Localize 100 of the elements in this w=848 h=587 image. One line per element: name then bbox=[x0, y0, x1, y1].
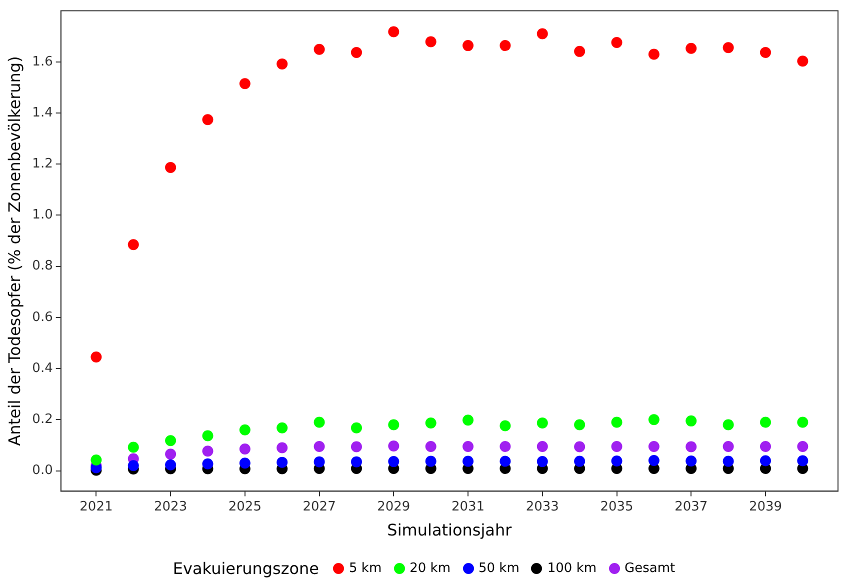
y-axis-title: Anteil der Todesopfer (% der Zonenbevölkerung) bbox=[4, 56, 24, 446]
legend-label: 100 km bbox=[547, 561, 597, 576]
point bbox=[797, 455, 808, 466]
point bbox=[314, 440, 325, 452]
point bbox=[574, 419, 586, 430]
point bbox=[202, 446, 214, 457]
point bbox=[239, 458, 250, 469]
point bbox=[536, 440, 548, 452]
x-tick-label: 2031 bbox=[451, 499, 485, 514]
point bbox=[648, 455, 660, 466]
point bbox=[500, 40, 511, 52]
point bbox=[350, 441, 362, 452]
point bbox=[276, 456, 288, 468]
point bbox=[760, 440, 771, 452]
point bbox=[500, 456, 511, 467]
point bbox=[202, 114, 214, 126]
legend-title: Evakuierungszone bbox=[172, 559, 320, 578]
point bbox=[574, 46, 586, 57]
point bbox=[462, 440, 474, 452]
point bbox=[165, 459, 176, 470]
point bbox=[760, 46, 771, 58]
point bbox=[611, 36, 622, 48]
x-tick-label: 2023 bbox=[154, 499, 188, 514]
point bbox=[425, 36, 436, 48]
point bbox=[239, 78, 250, 90]
x-axis-title: Simulationsjahr bbox=[387, 520, 512, 540]
point bbox=[128, 442, 139, 453]
point bbox=[686, 42, 697, 54]
point bbox=[462, 456, 474, 467]
point bbox=[648, 48, 660, 60]
point bbox=[128, 239, 139, 250]
point bbox=[314, 44, 325, 55]
legend-label: Gesamt bbox=[624, 561, 676, 576]
point bbox=[239, 424, 250, 436]
point bbox=[797, 440, 808, 452]
point bbox=[611, 416, 622, 428]
point bbox=[276, 58, 288, 70]
y-tick-label: 1.6 bbox=[32, 54, 53, 70]
point bbox=[350, 456, 362, 468]
point bbox=[760, 416, 771, 428]
point bbox=[462, 414, 474, 426]
point bbox=[314, 456, 325, 468]
point bbox=[500, 420, 511, 432]
point bbox=[536, 417, 548, 428]
point bbox=[165, 448, 176, 460]
point bbox=[648, 414, 660, 426]
x-tick-label: 2037 bbox=[674, 499, 708, 514]
point bbox=[722, 456, 734, 467]
point bbox=[202, 430, 214, 442]
point bbox=[388, 456, 400, 468]
point bbox=[686, 415, 697, 426]
point bbox=[536, 28, 548, 40]
y-tick-label: 0.4 bbox=[32, 360, 53, 376]
x-tick-label: 2025 bbox=[228, 499, 262, 514]
point bbox=[314, 416, 325, 428]
point bbox=[350, 422, 362, 434]
point bbox=[722, 440, 734, 452]
x-tick-label: 2039 bbox=[748, 499, 782, 514]
x-tick-label: 2033 bbox=[526, 499, 559, 514]
y-tick-label: 0.0 bbox=[32, 463, 53, 478]
point bbox=[797, 56, 808, 67]
x-tick-label: 2021 bbox=[80, 499, 113, 514]
y-tick-label: 1.0 bbox=[32, 208, 53, 223]
point bbox=[425, 417, 436, 428]
point bbox=[611, 440, 622, 452]
y-tick-label: 0.8 bbox=[32, 258, 53, 274]
x-tick-label: 2035 bbox=[600, 499, 634, 514]
point bbox=[202, 458, 214, 470]
point bbox=[722, 42, 734, 54]
point bbox=[797, 416, 808, 428]
y-tick-label: 1.2 bbox=[32, 156, 53, 172]
legend-label: 5 km bbox=[349, 561, 382, 576]
point bbox=[536, 456, 548, 468]
point bbox=[90, 454, 102, 466]
y-tick-label: 0.6 bbox=[32, 310, 53, 325]
y-tick-label: 0.2 bbox=[32, 412, 53, 428]
point bbox=[648, 440, 660, 452]
point bbox=[90, 352, 102, 363]
y-tick-label: 1.4 bbox=[32, 105, 53, 120]
point bbox=[276, 442, 288, 454]
point bbox=[276, 422, 288, 434]
point bbox=[686, 456, 697, 467]
point bbox=[500, 440, 511, 452]
point bbox=[388, 419, 400, 430]
point bbox=[165, 435, 176, 446]
point bbox=[760, 455, 771, 466]
legend-label: 20 km bbox=[410, 561, 450, 576]
point bbox=[462, 40, 474, 52]
point bbox=[722, 419, 734, 430]
point bbox=[611, 456, 622, 467]
point bbox=[388, 26, 400, 38]
legend-label: 50 km bbox=[478, 561, 520, 576]
point bbox=[165, 162, 176, 173]
point bbox=[425, 456, 436, 467]
point bbox=[425, 440, 436, 452]
x-tick-label: 2029 bbox=[377, 499, 410, 514]
point bbox=[574, 441, 586, 452]
point bbox=[388, 440, 400, 452]
point bbox=[350, 46, 362, 58]
point bbox=[574, 456, 586, 467]
